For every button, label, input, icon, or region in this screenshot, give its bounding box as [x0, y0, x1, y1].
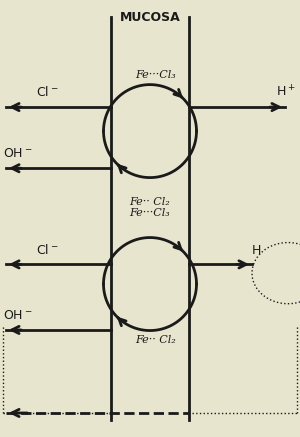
Text: Fe·· Cl₂: Fe·· Cl₂ — [130, 198, 170, 207]
Text: Fe···Cl₃: Fe···Cl₃ — [136, 70, 176, 80]
Text: H: H — [252, 243, 261, 257]
Text: Fe·· Cl₂: Fe·· Cl₂ — [136, 335, 176, 345]
Text: OH$^-$: OH$^-$ — [3, 309, 32, 322]
Text: Fe···Cl₃: Fe···Cl₃ — [130, 208, 170, 218]
Text: OH$^-$: OH$^-$ — [3, 147, 32, 160]
Text: Cl$^-$: Cl$^-$ — [36, 243, 58, 257]
Text: H$^+$: H$^+$ — [276, 84, 296, 99]
Text: MUCOSA: MUCOSA — [120, 11, 180, 24]
Text: Cl$^-$: Cl$^-$ — [36, 85, 58, 99]
